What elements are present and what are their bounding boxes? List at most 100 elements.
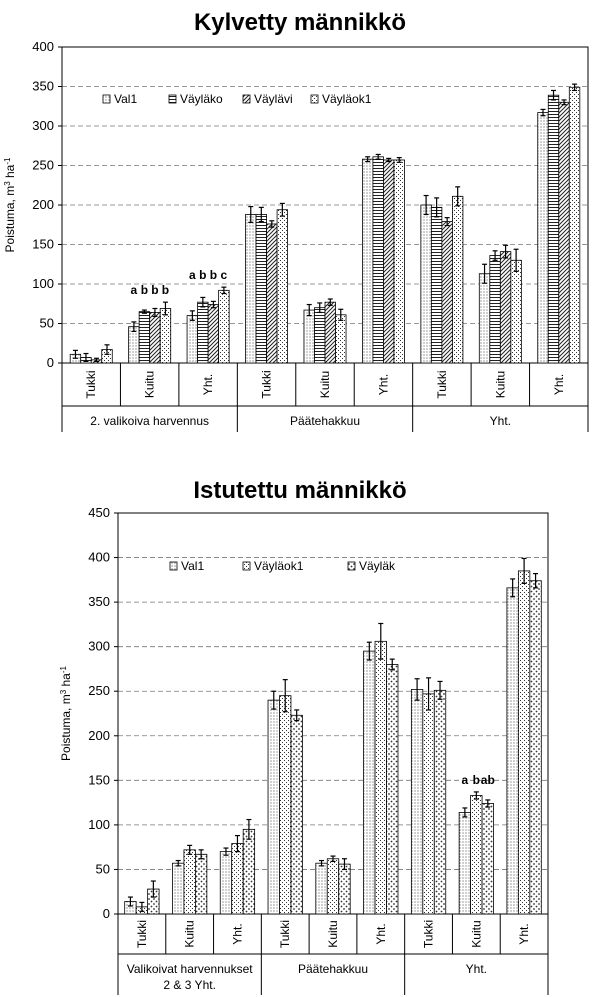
- bar: [186, 315, 198, 364]
- y-axis-label: Poistuma, m3 ha-1: [3, 157, 18, 252]
- y-tick-label: 200: [32, 197, 54, 212]
- category-label: Yht.: [376, 374, 390, 395]
- group-label: Valikoivat harvennukset: [127, 962, 254, 976]
- significance-letter: b: [151, 283, 158, 297]
- bar: [430, 206, 443, 364]
- significance-letter: b: [162, 283, 169, 297]
- significance-letter: b: [141, 283, 148, 297]
- y-axis-label-part: -1: [3, 157, 12, 165]
- bar: [266, 223, 278, 364]
- bar: [372, 156, 384, 364]
- bar: [537, 112, 549, 364]
- y-axis-label-part: 3: [3, 181, 12, 186]
- bar: [290, 714, 303, 915]
- bar: [452, 195, 464, 364]
- legend-swatch: [168, 94, 177, 104]
- y-axis-label-part: Poistuma, m: [3, 186, 17, 253]
- category-label: Yht.: [552, 374, 566, 395]
- bar: [441, 221, 453, 364]
- significance-letter: b: [199, 268, 206, 282]
- category-label: Kuitu: [326, 920, 340, 947]
- chart-title: Istutettu männikkö: [193, 477, 406, 504]
- chart-title: Kylvetty männikkö: [194, 9, 406, 36]
- legend-swatch: [310, 94, 319, 104]
- significance-letter: a: [131, 283, 138, 297]
- y-tick-label: 150: [88, 772, 110, 787]
- category-label: Kuitu: [469, 920, 483, 947]
- bar: [255, 214, 267, 364]
- bar: [529, 580, 542, 915]
- bar: [568, 86, 581, 364]
- group-label: Yht.: [466, 962, 487, 976]
- bar: [410, 689, 424, 915]
- bar: [303, 309, 315, 364]
- legend-swatch: [242, 94, 251, 104]
- legend-swatch: [347, 561, 356, 571]
- legend-label: Väyläok1: [322, 92, 372, 106]
- category-label: Tukki: [278, 920, 292, 948]
- bar: [506, 587, 519, 915]
- legend-label: Val1: [114, 92, 137, 106]
- bar: [194, 853, 208, 915]
- bar: [420, 204, 432, 364]
- y-tick-label: 0: [103, 906, 110, 921]
- y-tick-label: 50: [40, 316, 54, 331]
- category-label: Kuitu: [183, 920, 197, 947]
- bar: [335, 314, 347, 364]
- bar: [393, 159, 405, 364]
- bar: [510, 259, 522, 364]
- bar: [279, 695, 292, 915]
- bar: [324, 301, 336, 364]
- legend-swatch: [242, 561, 251, 571]
- y-axis-label-part: ha: [59, 673, 73, 690]
- category-label: Yht.: [230, 923, 244, 944]
- bar: [470, 795, 483, 915]
- bar: [481, 803, 494, 915]
- category-label: Kuitu: [143, 371, 157, 398]
- category-label: Tukki: [260, 370, 274, 398]
- bar: [219, 851, 233, 915]
- significance-letter: a: [189, 268, 196, 282]
- bar: [231, 843, 244, 915]
- bar: [458, 812, 471, 915]
- bar: [478, 273, 491, 364]
- bar: [363, 650, 376, 915]
- category-label: Kuitu: [493, 371, 507, 398]
- y-axis-label-part: Poistuma, m: [59, 694, 73, 761]
- bar: [242, 828, 256, 915]
- bar: [128, 326, 140, 364]
- bar: [267, 699, 280, 915]
- group-label: 2 & 3 Yht.: [163, 978, 215, 992]
- significance-letter: c: [221, 268, 228, 282]
- category-label: Tukki: [135, 920, 149, 948]
- bar: [558, 101, 570, 364]
- y-tick-label: 300: [88, 639, 110, 654]
- legend-label: Väyläok1: [254, 559, 304, 573]
- bar: [362, 158, 374, 364]
- bar: [218, 289, 230, 364]
- y-tick-label: 250: [88, 683, 110, 698]
- y-tick-label: 200: [88, 728, 110, 743]
- bar: [386, 664, 399, 915]
- y-axis-label: Poistuma, m3 ha-1: [59, 665, 74, 760]
- y-axis-label-part: ha: [3, 164, 17, 181]
- category-label: Tukki: [435, 370, 449, 398]
- bar: [197, 301, 209, 364]
- bar: [314, 307, 326, 364]
- bar: [517, 570, 531, 915]
- category-label: Yht.: [201, 374, 215, 395]
- significance-letter: b: [473, 773, 480, 787]
- bar: [138, 311, 151, 364]
- group-label: Yht.: [490, 414, 511, 428]
- legend-label: Val1: [181, 559, 204, 573]
- bar: [159, 308, 172, 364]
- y-tick-label: 350: [88, 594, 110, 609]
- bar: [245, 214, 257, 364]
- legend-label: Väylävi: [254, 92, 293, 106]
- bar: [374, 640, 387, 915]
- bar: [433, 689, 447, 915]
- y-tick-label: 50: [96, 861, 110, 876]
- bar: [172, 862, 185, 915]
- y-tick-label: 0: [47, 355, 54, 370]
- legend-swatch: [102, 94, 111, 104]
